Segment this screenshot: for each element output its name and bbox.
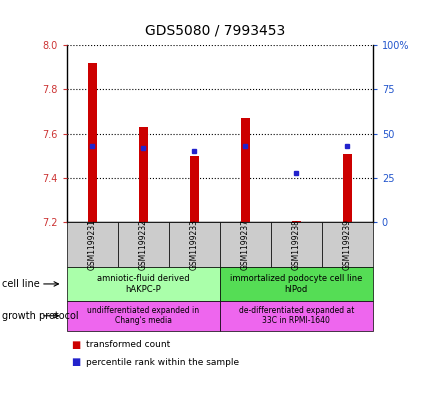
- Bar: [240, 118, 249, 222]
- Text: percentile rank within the sample: percentile rank within the sample: [86, 358, 239, 367]
- Text: GSM1199231: GSM1199231: [88, 219, 97, 270]
- Text: GSM1199239: GSM1199239: [342, 219, 351, 270]
- Text: GSM1199237: GSM1199237: [240, 219, 249, 270]
- Text: ■: ■: [71, 340, 80, 350]
- Bar: [138, 127, 147, 222]
- Text: GSM1199238: GSM1199238: [291, 219, 300, 270]
- Bar: [342, 154, 351, 222]
- Bar: [88, 63, 97, 222]
- Text: de-differentiated expanded at
33C in RPMI-1640: de-differentiated expanded at 33C in RPM…: [238, 306, 353, 325]
- Text: growth protocol: growth protocol: [2, 311, 79, 321]
- Text: ■: ■: [71, 357, 80, 367]
- Bar: [291, 221, 300, 222]
- Text: GSM1199232: GSM1199232: [138, 219, 147, 270]
- Bar: [189, 156, 198, 222]
- Text: GDS5080 / 7993453: GDS5080 / 7993453: [145, 24, 285, 38]
- Text: immortalized podocyte cell line
hIPod: immortalized podocyte cell line hIPod: [230, 274, 362, 294]
- Text: amniotic-fluid derived
hAKPC-P: amniotic-fluid derived hAKPC-P: [97, 274, 189, 294]
- Text: transformed count: transformed count: [86, 340, 170, 349]
- Text: GSM1199233: GSM1199233: [189, 219, 198, 270]
- Text: undifferentiated expanded in
Chang's media: undifferentiated expanded in Chang's med…: [87, 306, 199, 325]
- Text: cell line: cell line: [2, 279, 40, 289]
